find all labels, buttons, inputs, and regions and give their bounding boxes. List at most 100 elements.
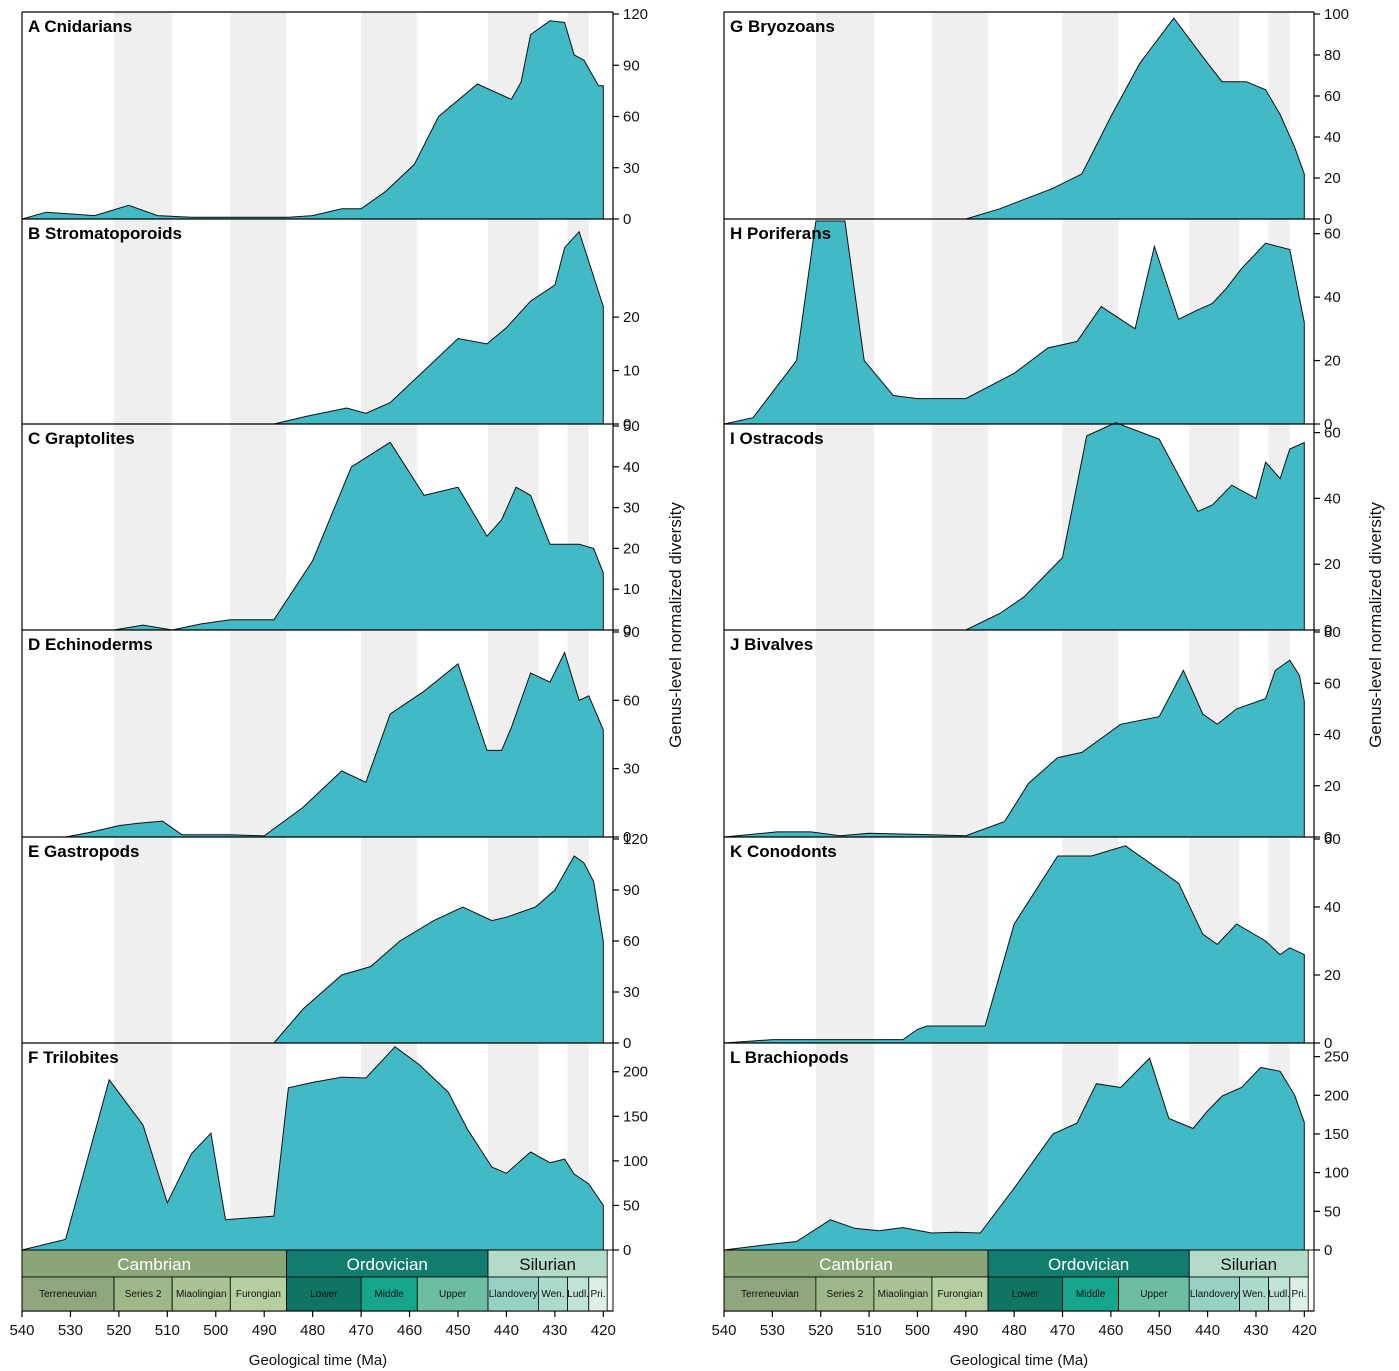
y-tick-label: 120	[623, 6, 648, 23]
x-tick-label: 420	[591, 1322, 616, 1339]
epoch-label: Pri.	[1292, 1289, 1307, 1300]
y-tick-label: 20	[1324, 353, 1341, 370]
y-tick-label: 80	[1324, 47, 1341, 64]
period-label: Silurian	[519, 1255, 576, 1274]
stage-band	[931, 12, 989, 1250]
x-tick-label: 460	[397, 1322, 422, 1339]
epoch-terreneuvian	[21, 1276, 115, 1312]
period-silurian	[487, 1249, 608, 1278]
y-tick-label: 60	[1324, 675, 1341, 692]
y-axis-label-right: Genus-level normalized diversity	[1366, 502, 1385, 748]
y-tick-label: 0	[623, 416, 631, 433]
panel-label-e: E Gastropods	[28, 842, 139, 861]
y-tick-label: 20	[623, 540, 640, 557]
diversity-areas	[21, 17, 1305, 1251]
epoch-label: Terreneuvian	[741, 1289, 799, 1300]
x-tick-label: 480	[1002, 1322, 1027, 1339]
diversity-area-conodonts	[723, 845, 1305, 1044]
y-tick-label: 90	[623, 57, 640, 74]
diversity-area-echinoderms	[65, 651, 604, 838]
epoch-label: Ludl.	[1268, 1289, 1290, 1300]
diversity-area-bivalves	[723, 659, 1305, 838]
y-tick-label: 0	[1324, 829, 1332, 846]
y-tick-label: 10	[623, 363, 640, 380]
epoch-lower	[286, 1276, 362, 1312]
y-tick-label: 50	[623, 1197, 640, 1214]
period-label: Silurian	[1220, 1255, 1277, 1274]
panel-frames	[21, 11, 1314, 1250]
epoch-miaolingian	[873, 1276, 933, 1312]
stage-band	[230, 12, 287, 1250]
timescale-frame	[723, 1249, 1315, 1312]
x-tick-label: 510	[857, 1322, 882, 1339]
y-tick-label: 0	[623, 622, 631, 639]
epoch-label: Series 2	[827, 1289, 864, 1300]
x-axis-label-left: Geological time (Ma)	[249, 1352, 387, 1369]
epoch-label: Llandovery	[1190, 1289, 1239, 1300]
epoch-label: Pri.	[590, 1289, 605, 1300]
y-tick-label: 90	[623, 882, 640, 899]
epoch-label: Upper	[1140, 1289, 1168, 1300]
y-tick-label: 40	[1324, 129, 1341, 146]
epoch-wen-	[1239, 1276, 1269, 1312]
x-tick-label: 490	[953, 1322, 978, 1339]
x-axis-label-right: Geological time (Ma)	[950, 1352, 1088, 1369]
panel-labels: A Cnidarians B Stromatoporoids C Graptolit…	[28, 17, 849, 1067]
y-tick-label: 40	[1324, 899, 1341, 916]
epoch-label: Wen.	[541, 1289, 564, 1300]
x-tick-label: 420	[1292, 1322, 1317, 1339]
panel-label-l: L Brachiopods	[730, 1048, 849, 1067]
y-tick-label: 60	[1324, 226, 1341, 243]
y-tick-label: 20	[1324, 170, 1341, 187]
diversity-area-graptolites	[113, 441, 604, 631]
epoch-label: Terreneuvian	[39, 1289, 97, 1300]
x-tick-label: 500	[905, 1322, 930, 1339]
diversity-area-bryozoans	[965, 17, 1305, 220]
y-tick-label: 0	[623, 211, 631, 228]
x-tick-label: 440	[494, 1322, 519, 1339]
x-tick-label: 470	[349, 1322, 374, 1339]
x-tick-label: 450	[445, 1322, 470, 1339]
panel-label-d: D Echinoderms	[28, 635, 153, 654]
panel-label-b: B Stromatoporoids	[28, 224, 182, 243]
y-tick-label: 60	[623, 933, 640, 950]
diversity-area-brachiopods	[723, 1057, 1305, 1251]
epoch-label: Furongian	[937, 1289, 982, 1300]
y-tick-label: 20	[1324, 778, 1341, 795]
y-tick-label: 0	[623, 1242, 631, 1259]
y-tick-label: 60	[623, 109, 640, 126]
period-label: Ordovician	[1048, 1255, 1129, 1274]
x-tick-label: 440	[1195, 1322, 1220, 1339]
epoch-label: Ludl.	[567, 1289, 589, 1300]
period-label: Ordovician	[347, 1255, 428, 1274]
y-tick-label: 80	[1324, 624, 1341, 641]
y-tick-label: 200	[1324, 1087, 1349, 1104]
y-tick-label: 0	[623, 829, 631, 846]
diversity-area-trilobites	[21, 1046, 604, 1251]
epoch-label: Upper	[439, 1289, 467, 1300]
x-tick-label: 430	[1243, 1322, 1268, 1339]
period-ordovician	[987, 1249, 1190, 1278]
y-tick-label: 0	[623, 1035, 631, 1052]
y-tick-label: 0	[1324, 1035, 1332, 1052]
y-tick-label: 40	[623, 459, 640, 476]
epoch-furongian	[229, 1276, 287, 1312]
period-silurian	[1188, 1249, 1309, 1278]
geologic-timescale: Cambrian Ordovician Silurian Terreneuvian Se…	[21, 1249, 1315, 1312]
panel-label-g: G Bryozoans	[730, 17, 835, 36]
epoch-upper	[1118, 1276, 1190, 1312]
diversity-area-gastropods	[272, 855, 604, 1044]
y-tick-label: 30	[623, 761, 640, 778]
epoch-label: Lower	[1012, 1289, 1040, 1300]
epoch-label: Wen.	[1242, 1289, 1265, 1300]
y-tick-label: 30	[623, 984, 640, 1001]
y-tick-label: 120	[623, 831, 648, 848]
y-tick-label: 30	[623, 160, 640, 177]
y-tick-label: 60	[1324, 88, 1341, 105]
y-tick-label: 100	[1324, 1165, 1349, 1182]
epoch-label: Llandovery	[489, 1289, 538, 1300]
stage-band	[815, 12, 874, 1250]
stage-band	[114, 12, 173, 1250]
y-tick-label: 200	[623, 1064, 648, 1081]
